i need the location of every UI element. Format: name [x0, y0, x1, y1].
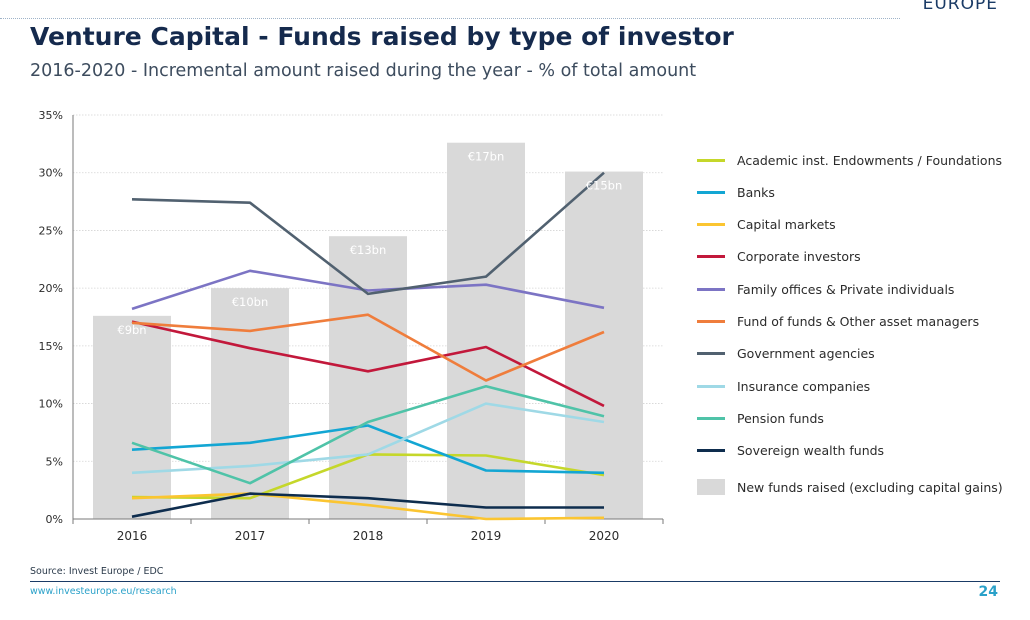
y-tick-label: 35%	[39, 109, 63, 122]
legend-item: Banks	[697, 182, 775, 202]
x-tick-label: 2018	[353, 529, 384, 543]
y-tick-label: 10%	[39, 398, 63, 411]
x-tick-label: 2020	[589, 529, 620, 543]
legend-label: Banks	[737, 184, 775, 200]
legend-label: Academic inst. Endowments / Foundations	[737, 152, 1003, 168]
series-line	[131, 402, 605, 475]
page-subtitle: 2016-2020 - Incremental amount raised du…	[30, 61, 697, 81]
footer-rule	[30, 581, 1000, 582]
legend-swatch	[697, 190, 725, 194]
legend-swatch	[697, 479, 725, 495]
legend-label: Insurance companies	[737, 378, 871, 394]
legend-label: Sovereign wealth funds	[737, 443, 885, 459]
bar-value-label: €9bn	[117, 323, 146, 337]
x-tick-label: 2017	[235, 529, 266, 543]
series-line	[131, 492, 605, 521]
legend-label: Capital markets	[737, 217, 836, 233]
series-line	[131, 384, 605, 485]
page-number: 24	[978, 584, 998, 600]
funds-raised-chart: 0% 5% 10% 15% 20% 25% 30% 35% 2016 2017 2018 2019 20…	[39, 109, 664, 543]
legend-item: Fund of funds & Other asset managers	[697, 312, 979, 332]
series-line	[131, 320, 605, 408]
legend-swatch	[697, 287, 725, 291]
funds-raised-bar	[565, 171, 643, 519]
y-tick-label: 15%	[39, 340, 63, 353]
bar-value-label: €15bn	[586, 179, 623, 193]
legend-item: Capital markets	[697, 215, 836, 235]
research-link[interactable]: www.investeurope.eu/research	[30, 586, 177, 597]
y-tick-label: 30%	[39, 167, 63, 180]
series-line	[131, 269, 605, 311]
bar-value-label: €13bn	[350, 243, 387, 257]
legend-label: Family offices & Private individuals	[737, 281, 955, 297]
x-tick-label: 2019	[471, 529, 502, 543]
brand-logo-text: EUROPE	[922, 0, 998, 14]
y-tick-label: 25%	[39, 224, 63, 237]
funds-raised-bar	[93, 315, 171, 519]
legend-item: New funds raised (excluding capital gain…	[697, 477, 1003, 497]
legend-label: New funds raised (excluding capital gain…	[737, 479, 1003, 495]
legend-swatch	[697, 416, 725, 420]
legend-item: Government agencies	[697, 344, 875, 364]
legend-item: Pension funds	[697, 408, 824, 428]
legend-label: Corporate investors	[737, 249, 861, 265]
series-line	[131, 171, 605, 296]
legend-item: Family offices & Private individuals	[697, 279, 954, 299]
funds-raised-bar	[329, 236, 407, 519]
series-line	[131, 313, 605, 382]
y-tick-label: 20%	[39, 282, 63, 295]
y-tick-label: 5%	[46, 455, 63, 468]
legend-label: Pension funds	[737, 410, 824, 426]
bar-value-label: €10bn	[232, 295, 269, 309]
legend-swatch	[697, 384, 725, 388]
legend-label: Fund of funds & Other asset managers	[737, 314, 980, 329]
source-note: Source: Invest Europe / EDC	[30, 566, 164, 577]
header-dotted-rule	[0, 18, 900, 19]
legend-swatch	[697, 449, 725, 453]
funds-raised-bar	[447, 142, 525, 519]
legend-label: Government agencies	[737, 346, 875, 362]
x-tick-label: 2016	[117, 529, 148, 543]
bar-value-label: €17bn	[468, 150, 505, 164]
legend-swatch	[697, 320, 725, 323]
legend-swatch	[697, 158, 725, 162]
y-tick-label: 0%	[46, 513, 63, 526]
legend-item: Sovereign wealth funds	[697, 441, 884, 461]
legend-swatch	[697, 352, 725, 356]
legend-item: Corporate investors	[697, 247, 861, 267]
series-line	[131, 424, 605, 475]
legend-swatch	[697, 255, 725, 259]
legend-swatch	[697, 223, 725, 227]
series-line	[131, 492, 604, 518]
legend-item: Academic inst. Endowments / Foundations	[697, 150, 1002, 170]
page-title: Venture Capital - Funds raised by type o…	[30, 22, 734, 51]
legend-item: Insurance companies	[697, 376, 870, 396]
